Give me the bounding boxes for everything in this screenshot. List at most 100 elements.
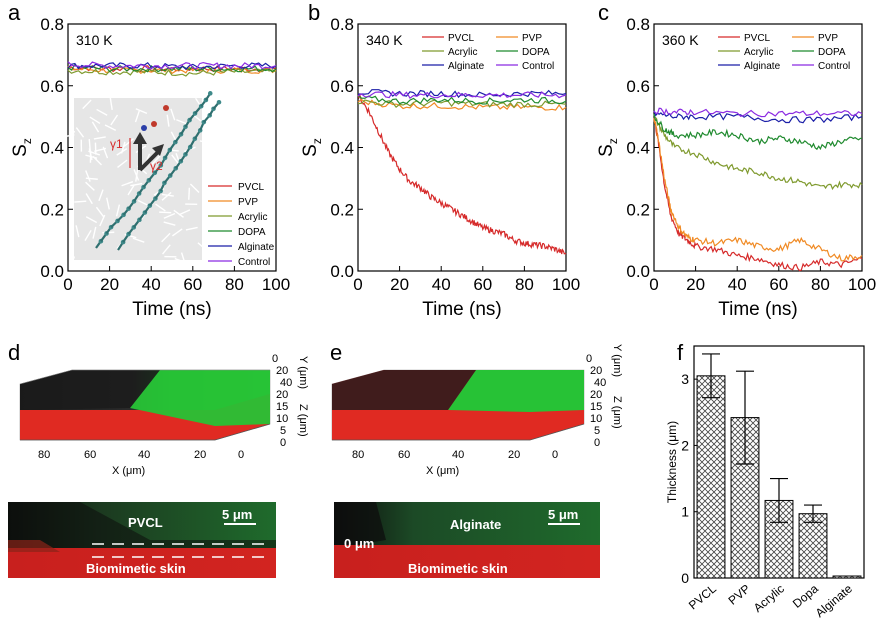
y-tick-label: 0.2 — [626, 200, 650, 219]
lipid-stroke — [82, 99, 92, 110]
lipid-stroke — [178, 209, 191, 216]
legend-label: DOPA — [238, 227, 266, 238]
lipid-stroke — [92, 226, 97, 239]
legend-label: Alginate — [448, 61, 485, 72]
lipid-stroke — [159, 211, 172, 214]
y-tick-label: 0 — [681, 570, 689, 586]
e-ytick-2: 40 — [594, 377, 606, 389]
gamma2-label: γ2 — [150, 159, 163, 173]
lipid-stroke — [99, 214, 106, 227]
lipid-stroke — [75, 225, 80, 238]
lipid-stroke — [185, 226, 198, 231]
category-label: PVCL — [686, 581, 719, 612]
series-line-control — [357, 90, 567, 99]
legend-label: Alginate — [238, 242, 275, 253]
y-tick-label: 0.6 — [626, 77, 650, 96]
series-line-alginate — [67, 61, 277, 71]
d-coating-label: PVCL — [128, 515, 163, 530]
e-ztick-2: 10 — [590, 413, 602, 425]
d-ytick-0: 0 — [272, 353, 278, 365]
lipid-stroke — [173, 209, 184, 218]
panel-label-b: b — [308, 0, 320, 25]
lipid-stroke — [197, 242, 208, 252]
legend-label: PVP — [238, 197, 258, 208]
series-line-dopa — [653, 113, 863, 151]
series-line-pvcl — [653, 117, 863, 272]
legend-label: DOPA — [522, 47, 550, 58]
lipid-stroke — [62, 134, 75, 138]
e-xtick-2: 40 — [452, 449, 464, 461]
legend-label: PVCL — [744, 33, 771, 44]
lipid-stroke — [130, 182, 143, 187]
d-ztick-1: 15 — [276, 401, 288, 413]
category-label: PVP — [726, 582, 753, 608]
e-xtick-1: 60 — [398, 449, 410, 461]
bar-dopa — [798, 513, 828, 579]
panel-label-a: a — [8, 0, 21, 25]
series-line-acrylic — [67, 68, 277, 77]
x-tick-label: 40 — [728, 275, 747, 294]
x-tick-label: 60 — [183, 275, 202, 294]
lipid-stroke — [137, 199, 150, 207]
series-line-acrylic — [357, 99, 567, 109]
lipid-stroke — [85, 177, 98, 180]
x-tick-label: 0 — [353, 275, 362, 294]
panel-label-c: c — [598, 0, 609, 25]
d-xtick-1: 60 — [84, 449, 96, 461]
y-tick-label: 0.2 — [40, 200, 64, 219]
e-ytick-0: 0 — [586, 353, 592, 365]
panel-e-3d-render — [331, 369, 585, 441]
lipid-stroke — [162, 244, 171, 255]
e-coating-label: Alginate — [450, 517, 501, 532]
y-tick-label: 2 — [681, 437, 689, 453]
legend-label: Control — [238, 257, 270, 268]
chain-atom — [207, 91, 213, 96]
category-label: Acrylic — [751, 582, 787, 615]
x-tick-label: 100 — [552, 275, 580, 294]
e-ztick-0: 20 — [590, 389, 602, 401]
series-line-alginate — [357, 89, 567, 99]
x-tick-label: 0 — [63, 275, 72, 294]
d-yaxis-title: Y (μm) — [297, 356, 309, 389]
temperature-label: 340 K — [366, 32, 403, 48]
lipid-stroke — [134, 110, 140, 123]
bar-pvcl — [696, 375, 726, 579]
y-axis-title: Sz — [300, 138, 324, 157]
lipid-stroke — [69, 130, 76, 143]
legend-label: PVCL — [238, 182, 265, 193]
lipid-stroke — [155, 203, 166, 212]
lipid-stroke — [89, 116, 101, 125]
d-scale-label: 5 μm — [222, 507, 252, 522]
oxygen-atom — [151, 121, 157, 127]
lipid-stroke — [92, 155, 102, 166]
chain-atom — [216, 99, 222, 105]
lipid-stroke — [127, 184, 135, 196]
vector-arrowhead-1 — [133, 132, 147, 144]
d-zaxis-title: Z (μm) — [297, 404, 309, 437]
d-skin-label: Biomimetic skin — [86, 561, 186, 576]
e-xaxis-title: X (μm) — [426, 465, 459, 477]
e-xtick-0: 80 — [352, 449, 364, 461]
lipid-stroke — [188, 187, 191, 200]
lipid-stroke — [69, 256, 76, 268]
x-tick-label: 20 — [390, 275, 409, 294]
y-axis-title: Thickness (μm) — [665, 421, 679, 503]
series-line-control — [67, 61, 277, 70]
legend-label: PVP — [522, 33, 542, 44]
lipid-stroke — [75, 127, 85, 138]
nitrogen-atom — [141, 125, 147, 131]
series-line-control — [653, 107, 863, 118]
lipid-stroke — [176, 119, 188, 125]
molecule-inset: γ1 γ2 — [62, 91, 222, 268]
d-green-coating — [130, 370, 270, 426]
legend-label: Acrylic — [238, 212, 267, 223]
panel-d-micrograph — [8, 502, 276, 578]
lipid-stroke — [199, 140, 212, 144]
category-label: Alginate — [813, 581, 855, 620]
d-xtick-0: 80 — [38, 449, 50, 461]
e-xtick-4: 0 — [552, 449, 558, 461]
chart-a: 0 20 40 60 80 100 0.0 0.2 0.4 0.6 0.8 Time (ns) Sz 31… — [10, 15, 290, 320]
lipid-stroke — [135, 108, 148, 115]
lipid-stroke — [85, 181, 95, 191]
